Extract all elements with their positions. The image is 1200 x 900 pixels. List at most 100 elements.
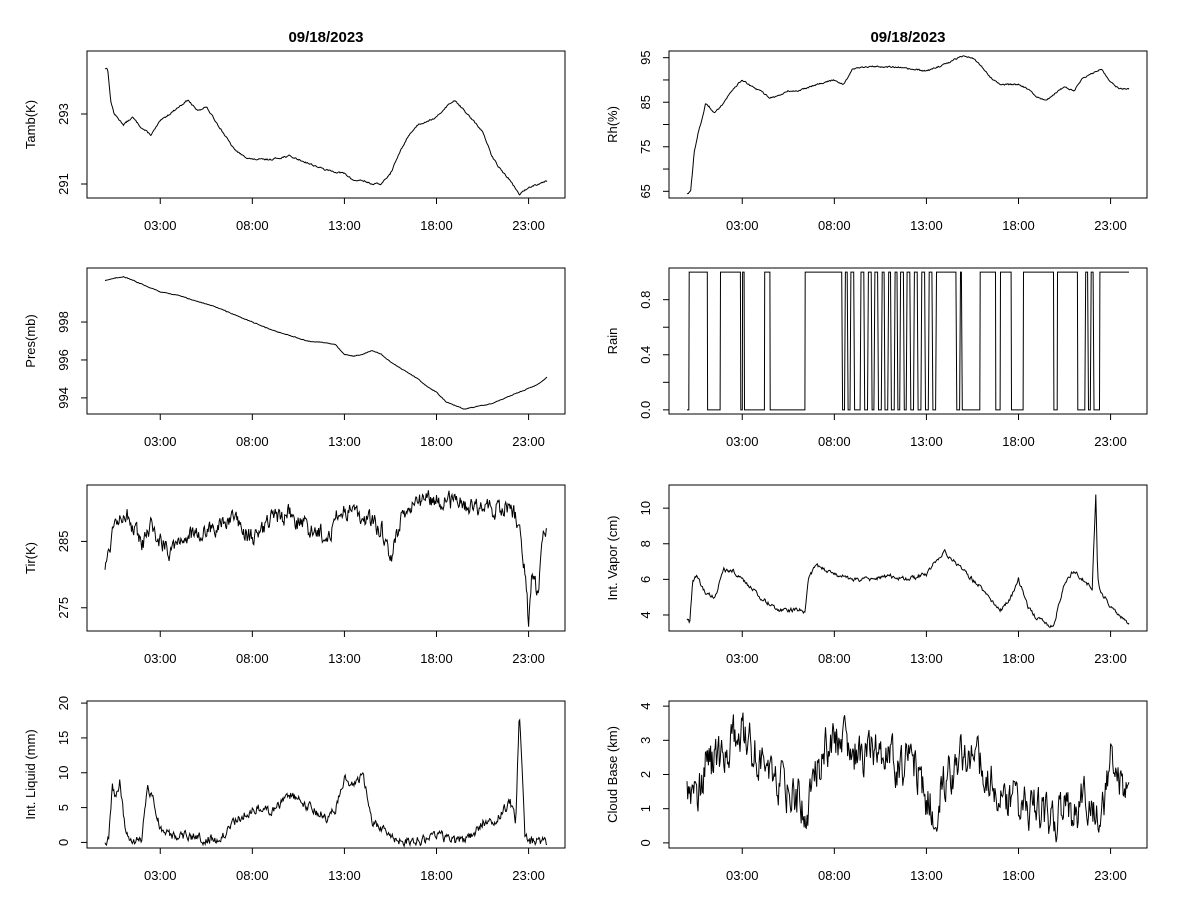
series-line-rh <box>686 55 1130 195</box>
x-tick-label: 23:00 <box>512 434 545 449</box>
panel-int-liquid-mm: Int. Liquid (mm) 0 5 10 15 20 03:00 08:00 13:00 1… <box>23 696 566 883</box>
x-tick-label: 03:00 <box>144 651 177 666</box>
y-tick-label: 998 <box>56 311 71 333</box>
panel-title: 09/18/2023 <box>288 29 363 46</box>
x-tick-label: 08:00 <box>236 868 269 883</box>
y-axis-label: Tamb(K) <box>23 100 38 149</box>
y-tick-label: 8 <box>638 540 653 547</box>
series-line-cloud-base-km <box>686 712 1130 843</box>
plot-frame <box>86 700 566 849</box>
y-axis-label: Pres(mb) <box>23 314 38 367</box>
x-tick-label: 18:00 <box>420 868 453 883</box>
y-axis-label: Cloud Base (km) <box>605 726 620 823</box>
x-tick-label: 23:00 <box>1094 651 1127 666</box>
x-tick-label: 13:00 <box>328 651 361 666</box>
y-tick-label: 291 <box>56 173 71 195</box>
series-line-int-liquid-mm <box>104 718 548 848</box>
x-tick-label: 13:00 <box>328 434 361 449</box>
y-axis-label: Tir(K) <box>23 542 38 574</box>
plot-frame <box>86 484 566 632</box>
y-axis-label: Int. Liquid (mm) <box>23 729 38 819</box>
panel-title: 09/18/2023 <box>870 29 945 46</box>
x-tick-label: 03:00 <box>144 218 177 233</box>
series-line-tamb-k <box>104 67 548 196</box>
panel-tamb-k: 09/18/2023 Tamb(K) 291 293 03:00 08:00 13:00 18… <box>23 29 566 233</box>
y-tick-label: 10 <box>56 766 71 780</box>
panel-cloud-base-km: Cloud Base (km) 0 1 2 3 4 03:00 08:00 13:00 18:00… <box>605 700 1148 883</box>
y-tick-label: 85 <box>638 95 653 109</box>
y-tick-label: 3 <box>638 737 653 744</box>
panel-tir-k: Tir(K) 275 285 03:00 08:00 13:00 18:00 23:00 <box>23 484 566 666</box>
x-tick-label: 08:00 <box>818 651 851 666</box>
x-tick-label: 18:00 <box>420 434 453 449</box>
x-tick-label: 13:00 <box>328 218 361 233</box>
y-tick-label: 1 <box>638 805 653 812</box>
plot-frame <box>668 484 1148 632</box>
y-tick-label: 0.0 <box>638 401 653 419</box>
y-tick-label: 4 <box>638 611 653 618</box>
y-tick-label: 15 <box>56 731 71 745</box>
x-tick-label: 18:00 <box>420 218 453 233</box>
x-tick-label: 18:00 <box>420 651 453 666</box>
x-tick-label: 18:00 <box>1002 218 1035 233</box>
y-tick-label: 0.8 <box>638 291 653 309</box>
y-tick-label: 0.4 <box>638 346 653 364</box>
y-tick-label: 285 <box>56 531 71 553</box>
x-tick-label: 08:00 <box>818 868 851 883</box>
x-tick-label: 08:00 <box>236 651 269 666</box>
y-tick-label: 5 <box>56 804 71 811</box>
x-tick-label: 23:00 <box>512 868 545 883</box>
y-tick-label: 2 <box>638 771 653 778</box>
y-tick-label: 996 <box>56 349 71 371</box>
x-tick-label: 23:00 <box>512 218 545 233</box>
x-tick-label: 13:00 <box>910 651 943 666</box>
y-tick-label: 65 <box>638 184 653 198</box>
y-tick-label: 4 <box>638 703 653 710</box>
x-tick-label: 03:00 <box>726 868 759 883</box>
x-tick-label: 18:00 <box>1002 651 1035 666</box>
y-tick-label: 0 <box>638 839 653 846</box>
x-tick-label: 08:00 <box>818 218 851 233</box>
series-line-rain <box>687 271 1129 411</box>
x-tick-label: 18:00 <box>1002 434 1035 449</box>
x-tick-label: 23:00 <box>1094 218 1127 233</box>
plot-frame <box>668 267 1148 415</box>
panel-rh: 09/18/2023 Rh(%) 65 75 85 95 03:00 08:00 13:00 18… <box>605 29 1148 233</box>
x-tick-label: 08:00 <box>236 434 269 449</box>
x-tick-label: 23:00 <box>1094 434 1127 449</box>
x-tick-label: 13:00 <box>328 868 361 883</box>
panel-rain: Rain 0.0 0.4 0.8 03:00 08:00 13:00 18:00 23:00 <box>605 267 1148 449</box>
x-tick-label: 03:00 <box>144 868 177 883</box>
y-tick-label: 0 <box>56 839 71 846</box>
plot-frame <box>86 50 566 199</box>
series-line-tir-k <box>104 490 548 627</box>
y-tick-label: 275 <box>56 597 71 619</box>
x-tick-label: 13:00 <box>910 868 943 883</box>
y-axis-label: Rh(%) <box>605 106 620 143</box>
x-tick-label: 08:00 <box>818 434 851 449</box>
x-tick-label: 03:00 <box>726 434 759 449</box>
panel-pres-mb: Pres(mb) 994 996 998 03:00 08:00 13:00 18:00 23:… <box>23 267 566 449</box>
y-tick-label: 6 <box>638 576 653 583</box>
series-line-int-vapor-cm <box>686 494 1130 628</box>
series-line-pres-mb <box>104 276 548 410</box>
x-tick-label: 08:00 <box>236 218 269 233</box>
y-tick-label: 75 <box>638 140 653 154</box>
y-tick-label: 293 <box>56 103 71 125</box>
y-tick-label: 994 <box>56 387 71 409</box>
y-tick-label: 95 <box>638 50 653 64</box>
x-tick-label: 23:00 <box>512 651 545 666</box>
y-tick-label: 20 <box>56 696 71 710</box>
x-tick-label: 03:00 <box>726 218 759 233</box>
x-tick-label: 03:00 <box>726 651 759 666</box>
x-tick-label: 13:00 <box>910 434 943 449</box>
x-tick-label: 18:00 <box>1002 868 1035 883</box>
panel-int-vapor-cm: Int. Vapor (cm) 4 6 8 10 03:00 08:00 13:00 18:00… <box>605 484 1148 666</box>
y-tick-label: 10 <box>638 501 653 515</box>
x-tick-label: 03:00 <box>144 434 177 449</box>
x-tick-label: 23:00 <box>1094 868 1127 883</box>
y-axis-label: Int. Vapor (cm) <box>605 515 620 600</box>
x-tick-label: 13:00 <box>910 218 943 233</box>
